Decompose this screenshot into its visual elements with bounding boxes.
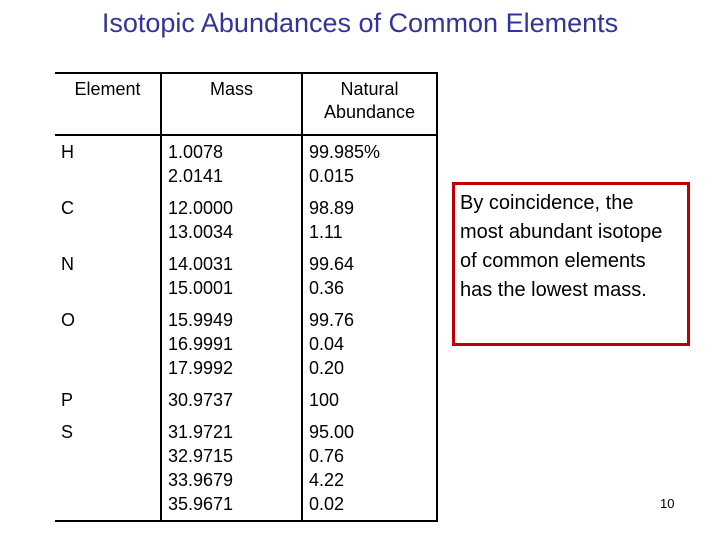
cell-line: 99.985% xyxy=(309,142,381,162)
cell-line: 31.9721 xyxy=(168,422,234,442)
table-cell: O xyxy=(55,304,162,384)
cell-line: 0.36 xyxy=(309,278,345,298)
cell-line: 100 xyxy=(309,390,340,410)
table-cell: 15.9949 16.9991 17.9992 xyxy=(161,304,303,384)
cell-line: 98.89 xyxy=(309,198,355,218)
table-cell: 99.64 0.36 xyxy=(302,248,438,304)
slide-title: Isotopic Abundances of Common Elements xyxy=(101,8,619,38)
cell-line: 1.11 xyxy=(309,222,343,242)
cell-line: 32.9715 xyxy=(168,446,234,466)
cell-line: 17.9992 xyxy=(168,358,234,378)
column-header: Natural Abundance xyxy=(302,72,438,136)
table-cell: 100 xyxy=(302,384,438,416)
cell-line: 99.64 xyxy=(309,254,355,274)
table-cell: N xyxy=(55,248,162,304)
table-cell: P xyxy=(55,384,162,416)
callout-note: By coincidence, the most abundant isotop… xyxy=(452,182,690,346)
cell-line: 0.04 xyxy=(309,334,345,354)
table-cell: 99.76 0.04 0.20 xyxy=(302,304,438,384)
table-row: S 31.9721 32.9715 33.9679 35.9671 95.00 0.76 4.… xyxy=(55,416,438,522)
header-row: Element Mass Natural Abundance xyxy=(55,72,438,136)
cell-line: 35.9671 xyxy=(168,494,234,514)
column-header: Mass xyxy=(161,72,303,136)
table-row: H 1.0078 2.0141 99.985% 0.015 xyxy=(55,135,438,192)
table-row: P 30.9737 100 xyxy=(55,384,438,416)
table-cell: 1.0078 2.0141 xyxy=(161,135,303,192)
table-cell: C xyxy=(55,192,162,248)
cell-line: 15.0001 xyxy=(168,278,234,298)
cell-line: 33.9679 xyxy=(168,470,234,490)
cell-line: 14.0031 xyxy=(168,254,234,274)
cell-line: 15.9949 xyxy=(168,310,234,330)
cell-line: 99.76 xyxy=(309,310,355,330)
cell-line: 4.22 xyxy=(309,470,345,490)
cell-line: 0.015 xyxy=(309,166,355,186)
table-cell: 14.0031 15.0001 xyxy=(161,248,303,304)
table-cell: H xyxy=(55,135,162,192)
cell-line: 0.76 xyxy=(309,446,345,466)
cell-line: 1.0078 xyxy=(168,142,224,162)
table-row: O 15.9949 16.9991 17.9992 99.76 0.04 0.20 xyxy=(55,304,438,384)
table-cell: 12.0000 13.0034 xyxy=(161,192,303,248)
cell-line: 30.9737 xyxy=(168,390,234,410)
table-cell: 95.00 0.76 4.22 0.02 xyxy=(302,416,438,522)
cell-line: 13.0034 xyxy=(168,222,234,242)
page-number: 10 xyxy=(660,496,675,511)
table-cell: 99.985% 0.015 xyxy=(302,135,438,192)
cell-line: 95.00 xyxy=(309,422,355,442)
table-row: C 12.0000 13.0034 98.89 1.11 xyxy=(55,192,438,248)
table-cell: 98.89 1.11 xyxy=(302,192,438,248)
cell-line: 0.20 xyxy=(309,358,345,378)
cell-line: 0.02 xyxy=(309,494,345,514)
isotope-table: Element Mass Natural Abundance H 1.0078 2.01… xyxy=(55,72,438,522)
cell-line: 16.9991 xyxy=(168,334,234,354)
cell-line: 12.0000 xyxy=(168,198,234,218)
table-cell: S xyxy=(55,416,162,522)
table-cell: 31.9721 32.9715 33.9679 35.9671 xyxy=(161,416,303,522)
table-row: N 14.0031 15.0001 99.64 0.36 xyxy=(55,248,438,304)
table-cell: 30.9737 xyxy=(161,384,303,416)
cell-line: 2.0141 xyxy=(168,166,224,186)
column-header: Element xyxy=(55,72,162,136)
